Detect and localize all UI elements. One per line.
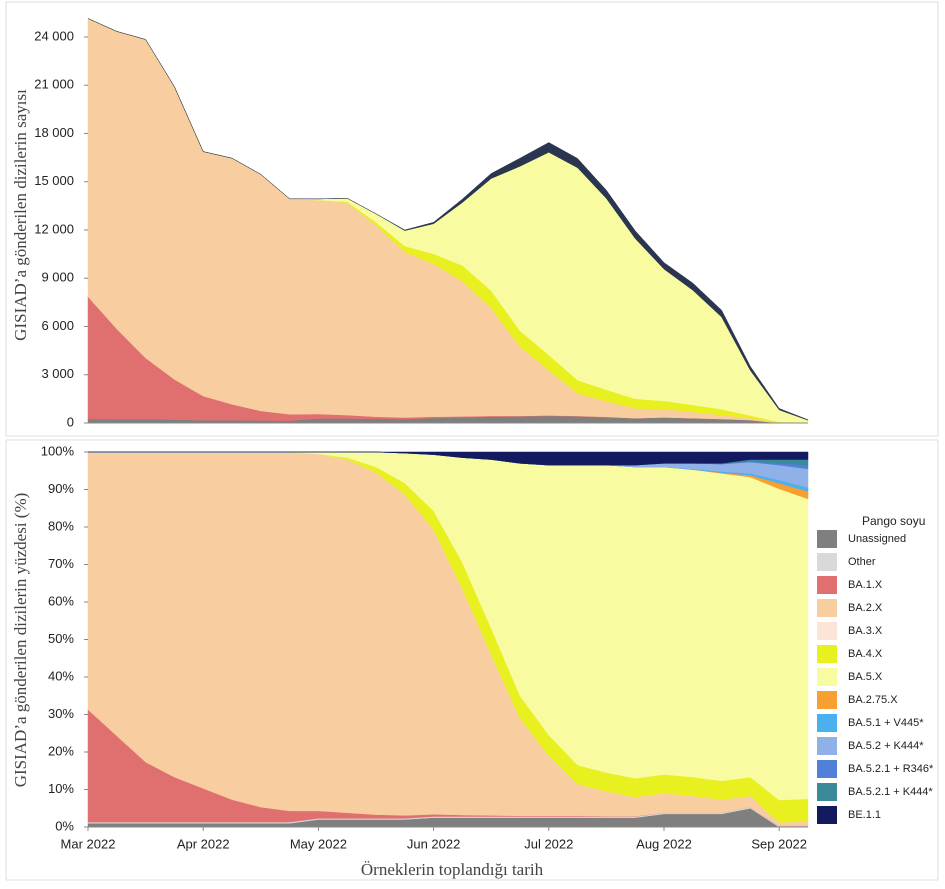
top-panel [5,1,939,437]
area [87,18,809,421]
x-tick-label: Apr 2022 [177,836,230,851]
legend-swatch [817,691,837,709]
y-tick-label: 100% [41,443,75,458]
y-tick-label: 0% [55,818,74,833]
legend-label: BA.5.X [848,671,883,683]
legend-label: Unassigned [848,533,906,545]
x-tick-label: Jun 2022 [407,836,461,851]
legend-swatch [817,806,837,824]
y-tick-label: 40% [48,668,74,683]
y-tick-label: 15 000 [34,173,74,188]
y-tick-label: 10% [48,781,74,796]
legend-title: Pango soyu [862,514,925,528]
legend-swatch [817,576,837,594]
legend-label: BA.5.2.1 + K444* [848,786,933,798]
legend-label: BA.4.X [848,648,883,660]
y-tick-label: 0 [67,414,74,429]
legend-label: BA.5.2 + K444* [848,740,924,752]
legend-swatch [817,668,837,686]
x-tick-label: Aug 2022 [636,836,692,851]
y-tick-label: 9 000 [41,270,74,285]
y-tick-label: 3 000 [41,366,74,381]
legend-label: BA.2.75.X [848,694,898,706]
legend-swatch [817,530,837,548]
y-tick-label: 18 000 [34,125,74,140]
x-axis-title: Örneklerin toplandığı tarih [361,860,544,879]
y-tick-label: 20% [48,743,74,758]
legend-swatch [817,714,837,732]
legend-label: BA.1.X [848,579,883,591]
y-tick-label: 90% [48,481,74,496]
legend-swatch [817,737,837,755]
y-tick-label: 60% [48,593,74,608]
legend-label: BA.3.X [848,625,883,637]
y-tick-label: 6 000 [41,318,74,333]
y-axis-title: GISIAD’a gönderilen dizilerin yüzdesi (%… [11,493,30,788]
y-tick-label: 24 000 [34,28,74,43]
bottom-panel [5,439,939,881]
y-tick-label: 50% [48,631,74,646]
legend-swatch [817,645,837,663]
legend-label: BA.5.1 + V445* [848,717,924,729]
legend-label: Other [848,556,876,568]
y-tick-label: 80% [48,518,74,533]
x-tick-label: May 2022 [290,836,347,851]
legend-swatch [817,622,837,640]
legend-swatch [817,783,837,801]
legend-swatch [817,599,837,617]
y-tick-label: 21 000 [34,77,74,92]
y-tick-label: 30% [48,706,74,721]
y-tick-label: 12 000 [34,221,74,236]
legend-label: BA.2.X [848,602,883,614]
legend-label: BA.5.2.1 + R346* [848,763,934,775]
legend-label: BE.1.1 [848,809,881,821]
x-tick-label: Jul 2022 [524,836,573,851]
legend-swatch [817,760,837,778]
x-tick-label: Sep 2022 [751,836,807,851]
area [88,451,809,466]
x-tick-label: Mar 2022 [61,836,116,851]
y-axis-title: GISIAD’a gönderilen dizilerin sayısı [11,89,30,341]
y-tick-label: 70% [48,556,74,571]
legend-swatch [817,553,837,571]
